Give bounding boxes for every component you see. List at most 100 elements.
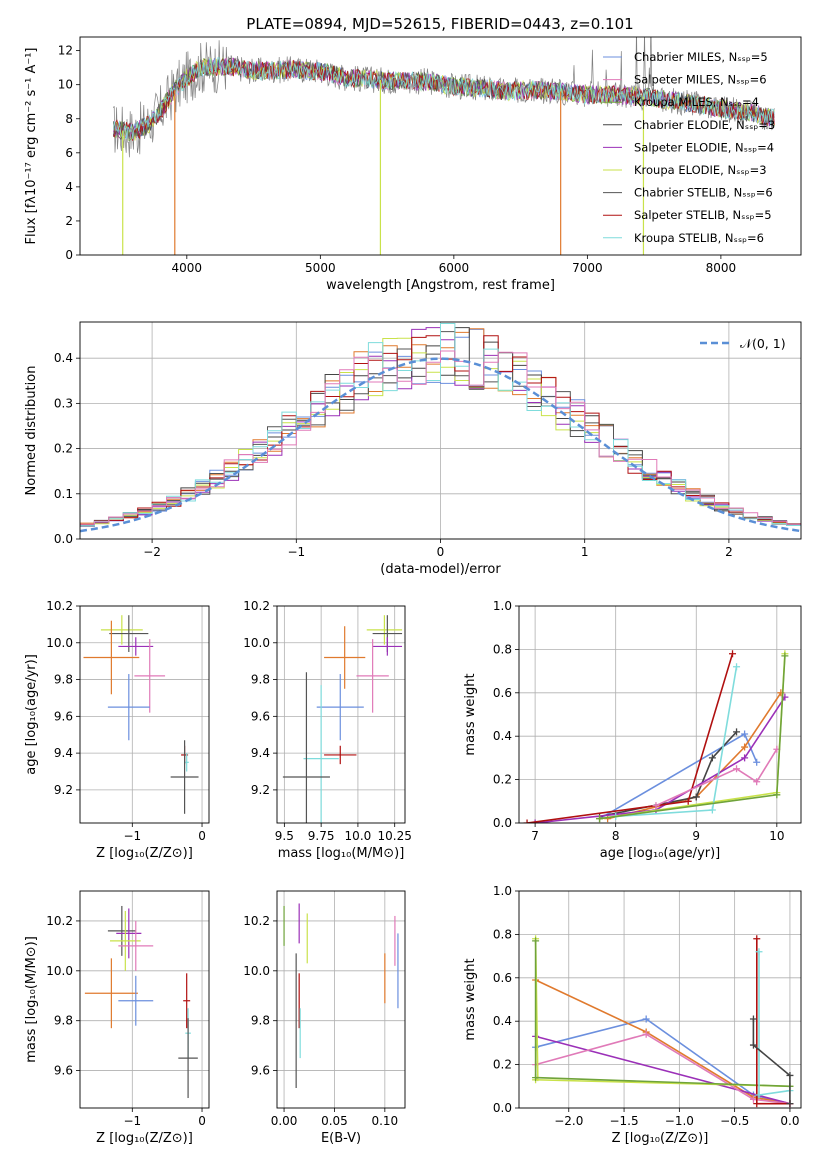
weight-line <box>535 1033 790 1105</box>
axes-frame <box>276 605 406 824</box>
y-tick-label: 2 <box>65 214 73 228</box>
plot-area <box>277 606 405 823</box>
y-tick-label: 10.0 <box>243 636 270 650</box>
plot-area <box>277 891 405 1108</box>
x-tick-label: −1 <box>287 545 305 559</box>
x-axis-label: Z [log₁₀(Z/Z⊙)] <box>612 1131 709 1146</box>
y-tick-label: 10.2 <box>243 599 270 613</box>
y-tick-label: 0.2 <box>54 442 73 456</box>
y-tick-label: 10.0 <box>46 636 73 650</box>
y-tick-label: 0.0 <box>493 816 512 830</box>
x-tick-label: 0 <box>437 545 445 559</box>
weight-marker <box>652 802 660 810</box>
x-tick-label: 10.0 <box>345 829 372 843</box>
weight-marker <box>786 1071 794 1079</box>
panel-mass_vs_Z: −1 0 9.6 9.8 10.0 10.2 Z [log₁₀(Z/Z⊙)] mass [lo… <box>24 890 210 1146</box>
x-tick-label: 0.0 <box>780 1114 799 1128</box>
y-tick-label: 0.6 <box>493 686 512 700</box>
y-tick-label: 0.6 <box>493 971 512 985</box>
y-tick-label: 9.8 <box>54 1014 73 1028</box>
y-tick-label: 0.4 <box>493 729 512 743</box>
x-tick-label: 1 <box>581 545 589 559</box>
x-tick-label: 0 <box>198 1114 206 1128</box>
weight-marker <box>729 650 737 658</box>
x-tick-label: 10.25 <box>378 829 412 843</box>
plot-area <box>80 891 209 1108</box>
y-tick-label: 0.8 <box>493 927 512 941</box>
y-tick-label: 1.0 <box>493 599 512 613</box>
x-axis-label: age [log₁₀(age/yr)] <box>600 846 721 861</box>
legend-label: Salpeter MILES, Nₛₛₚ=6 <box>634 73 767 87</box>
panels-layer: 4000 5000 6000 7000 8000024681012wavelength … <box>24 36 802 1146</box>
y-tick-label: 0.3 <box>54 396 73 410</box>
weight-marker <box>781 652 789 660</box>
axes-frame <box>79 890 210 1109</box>
weight-line <box>535 1035 791 1105</box>
weight-marker <box>753 935 761 943</box>
legend-label: Kroupa ELODIE, Nₛₛₚ=3 <box>634 163 767 177</box>
y-tick-label: 10.2 <box>46 914 73 928</box>
weight-marker <box>532 1074 540 1082</box>
y-tick-label: 9.6 <box>54 1064 73 1078</box>
y-tick-label: 1.0 <box>493 884 512 898</box>
weight-marker <box>642 1015 650 1023</box>
x-tick-label: −1 <box>123 1114 141 1128</box>
x-axis-label: E(B-V) <box>321 1131 361 1146</box>
y-tick-label: 10.0 <box>243 964 270 978</box>
x-axis-label: (data-model)/error <box>380 562 501 577</box>
y-tick-label: 0.2 <box>493 1058 512 1072</box>
y-tick-label: 0.4 <box>54 351 73 365</box>
weight-marker <box>749 1095 757 1103</box>
x-tick-label: 9.5 <box>275 829 294 843</box>
weight-line <box>533 938 790 1088</box>
plot-body <box>282 615 403 823</box>
axes-frame <box>79 36 802 256</box>
y-tick-label: 9.6 <box>251 1064 270 1078</box>
x-tick-label: 6000 <box>439 261 470 275</box>
y-axis-label: mass weight <box>463 673 478 755</box>
weight-marker <box>741 754 749 762</box>
weight-marker <box>749 1041 757 1049</box>
plot-area <box>80 606 209 823</box>
plot-body <box>84 905 198 1099</box>
legend-label: Kroupa MILES, Nₛₛₚ=4 <box>634 95 759 109</box>
y-tick-label: 0.0 <box>54 532 73 546</box>
y-tick-label: 0.0 <box>493 1101 512 1115</box>
plot-body <box>283 903 399 1089</box>
y-tick-label: 0.8 <box>493 642 512 656</box>
y-tick-label: 6 <box>65 146 73 160</box>
y-tick-label: 0.1 <box>54 487 73 501</box>
weight-marker <box>708 754 716 762</box>
weight-line <box>535 979 791 1105</box>
gaussian-reference-curve <box>80 357 801 533</box>
weight-marker <box>692 793 700 801</box>
y-tick-label: 9.4 <box>54 746 73 760</box>
y-tick-label: 8 <box>65 112 73 126</box>
y-tick-label: 9.6 <box>54 709 73 723</box>
figure-title: PLATE=0894, MJD=52615, FIBERID=0443, z=0… <box>246 15 633 33</box>
x-tick-label: 0.00 <box>271 1114 298 1128</box>
weight-marker <box>684 797 692 805</box>
axes-frame <box>518 890 802 1109</box>
weight-marker <box>741 730 749 738</box>
weight-marker <box>753 758 761 766</box>
weight-marker <box>749 1015 757 1023</box>
weight-marker <box>733 765 741 773</box>
legend-label: Salpeter STELIB, Nₛₛₚ=5 <box>634 208 772 222</box>
x-tick-label: −1 <box>123 829 141 843</box>
plot-body <box>83 615 199 814</box>
x-axis-label: Z [log₁₀(Z/Z⊙)] <box>96 1131 193 1146</box>
axes-frame <box>79 321 802 540</box>
x-tick-label: 0.05 <box>321 1114 348 1128</box>
y-tick-label: 9.6 <box>251 709 270 723</box>
weight-marker <box>753 1100 761 1108</box>
x-tick-label: 9.75 <box>308 829 335 843</box>
y-tick-label: 0 <box>65 248 73 262</box>
y-tick-label: 10 <box>58 78 73 92</box>
weight-marker <box>532 937 540 945</box>
weight-line <box>752 1019 791 1104</box>
weight-marker <box>755 948 763 956</box>
spectrum-legend: Chabrier MILES, Nₛₛₚ=5 Salpeter MILES, Nₛ… <box>603 50 775 245</box>
plot-body <box>80 323 801 533</box>
y-tick-label: 9.2 <box>251 783 270 797</box>
